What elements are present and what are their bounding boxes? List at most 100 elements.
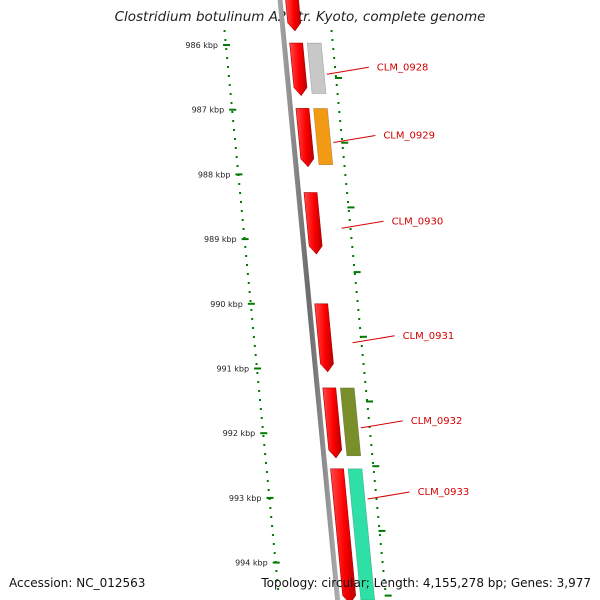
scale-dot-outer [243, 237, 246, 239]
scale-dot-outer [246, 273, 249, 275]
gene-label[interactable]: CLM_0928 [377, 62, 429, 73]
scale-dot-inner [356, 300, 359, 302]
scale-dot-inner [348, 219, 351, 221]
scale-dot-outer [234, 147, 237, 149]
cds-arrow[interactable] [303, 192, 323, 255]
scale-tick [229, 108, 237, 111]
scale-dot-outer [251, 318, 254, 320]
scale-tick [247, 302, 255, 305]
scale-dot-inner [337, 102, 340, 104]
scale-dot-inner [353, 273, 356, 275]
scale-dot-outer [264, 453, 267, 455]
scale-dot-inner [334, 75, 337, 77]
topology-text: Topology: circular; Length: 4,155,278 bp… [261, 576, 591, 590]
scale-dot-inner [363, 372, 366, 374]
scale-tick-label: 992 kbp [223, 429, 256, 438]
scale-dot-outer [269, 507, 272, 509]
scale-dot-outer [262, 435, 265, 437]
accession-text: Accession: NC_012563 [9, 576, 146, 590]
scale-dot-inner [375, 498, 378, 500]
cds-arrow[interactable] [295, 108, 315, 168]
scale-dot-inner [340, 138, 343, 140]
scale-dot-outer [227, 66, 230, 68]
scale-dot-inner [340, 129, 343, 131]
cds-arrow[interactable] [314, 303, 334, 373]
scale-dot-inner [367, 417, 370, 419]
scale-dot-outer [265, 462, 268, 464]
scale-dot-inner [361, 354, 364, 356]
scale-dot-outer [236, 165, 239, 167]
scale-dot-inner [339, 120, 342, 122]
product-block[interactable] [306, 42, 327, 94]
scale-dot-inner [330, 30, 333, 32]
gene-label[interactable]: CLM_0933 [418, 487, 470, 498]
scale-dot-outer [224, 39, 227, 41]
scale-dot-outer [240, 210, 243, 212]
scale-dot-outer [233, 129, 236, 131]
gene-label[interactable]: CLM_0932 [411, 416, 463, 427]
scale-dot-inner [377, 516, 380, 518]
cds-arrow[interactable] [322, 387, 343, 459]
scale-dot-outer [271, 534, 274, 536]
scale-tick-inner [335, 77, 342, 79]
gene-label[interactable]: CLM_0931 [403, 331, 455, 342]
scale-dot-outer [238, 183, 241, 185]
scale-dot-inner [346, 192, 349, 194]
product-block[interactable] [313, 108, 334, 165]
scale-dot-outer [270, 516, 273, 518]
scale-dot-inner [336, 93, 339, 95]
gene-features [285, 0, 376, 600]
scale-dot-inner [347, 210, 350, 212]
backbone [277, 0, 341, 600]
cds-arrow[interactable] [285, 0, 302, 32]
scale-dot-inner [350, 237, 353, 239]
scale-dot-outer [254, 354, 257, 356]
scale-dot-inner [359, 327, 362, 329]
scale-dot-inner [346, 201, 349, 203]
scale-tick-inner [372, 465, 380, 468]
scale-dot-inner [372, 462, 375, 464]
scale-dot-outer [258, 399, 261, 401]
scale-tick [254, 367, 262, 370]
scale-dot-outer [235, 156, 238, 158]
scale-dot-inner [369, 435, 372, 437]
scale-dot-inner [352, 255, 355, 257]
scale-dot-outer [263, 444, 266, 446]
scale-dot-inner [344, 174, 347, 176]
scale-dot-inner [368, 426, 371, 428]
scale-dot-outer [247, 282, 250, 284]
cds-arrow[interactable] [289, 42, 308, 97]
scale-dot-outer [258, 390, 261, 392]
scale-dot-inner [374, 489, 377, 491]
scale-dotted-tracks: 986 kbp 987 kbp 988 kbp 989 kbp 990 kbp 991 k… [185, 30, 392, 597]
scale-dot-outer [226, 57, 229, 59]
scale-dot-outer [266, 480, 269, 482]
scale-dot-inner [331, 39, 334, 41]
product-block[interactable] [347, 468, 376, 600]
scale-dot-outer [255, 363, 258, 365]
scale-tick-label: 988 kbp [198, 170, 231, 179]
scale-dot-outer [239, 201, 242, 203]
scale-dot-inner [365, 390, 368, 392]
product-block[interactable] [339, 387, 362, 457]
cds-arrow[interactable] [330, 468, 357, 600]
scale-dot-outer [252, 336, 255, 338]
gene-label-leader [352, 335, 395, 344]
scale-tick-label: 986 kbp [185, 41, 218, 50]
scale-dot-outer [253, 345, 256, 347]
scale-dot-outer [232, 120, 235, 122]
gene-label[interactable]: CLM_0930 [392, 216, 444, 227]
scale-dot-outer [233, 138, 236, 140]
gene-label[interactable]: CLM_0929 [383, 131, 435, 142]
scale-dot-inner [351, 246, 354, 248]
scale-dot-inner [380, 552, 383, 554]
scale-dot-outer [268, 498, 271, 500]
scale-dot-inner [338, 111, 341, 113]
scale-dot-inner [355, 291, 358, 293]
scale-dot-inner [365, 399, 368, 401]
scale-dot-outer [223, 30, 226, 32]
scale-dot-inner [343, 165, 346, 167]
scale-dot-inner [335, 84, 338, 86]
scale-dot-outer [259, 408, 262, 410]
